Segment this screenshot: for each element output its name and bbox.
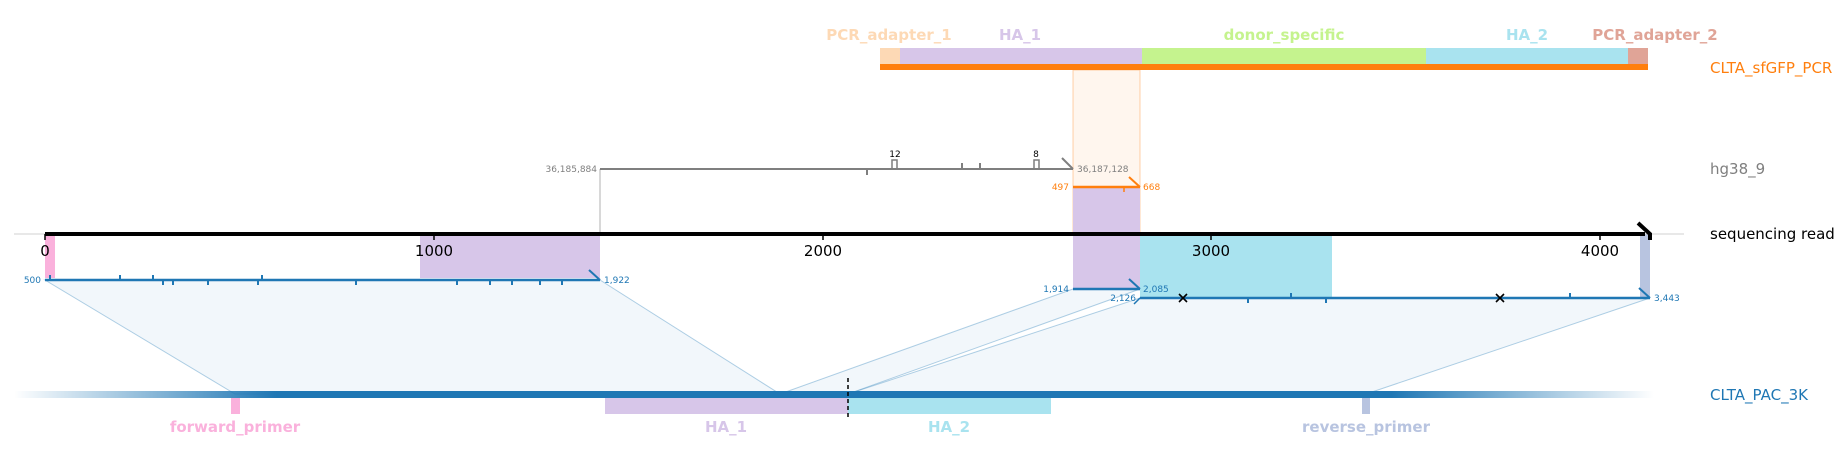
target-feature-ha-1 bbox=[605, 398, 848, 414]
target-track: forward_primer HA_1 HA_2 reverse_primer … bbox=[14, 378, 1809, 436]
read-axis-tick-label: 3000 bbox=[1192, 242, 1230, 260]
donor-bar bbox=[880, 64, 1648, 70]
genome-track: 12 8 36,185,884 36,187,128 hg38_9 bbox=[545, 150, 1765, 234]
donor-alignment-ha1-shade bbox=[1073, 188, 1140, 234]
target-track-label: CLTA_PAC_3K bbox=[1710, 386, 1809, 405]
target-alignment-2-end: 2,085 bbox=[1143, 285, 1169, 295]
target-alignment-end-hook bbox=[588, 269, 601, 281]
target-alignment-end-hook bbox=[1638, 287, 1651, 299]
target-deletion-marker bbox=[1495, 293, 1505, 303]
read-ha2-region bbox=[1140, 234, 1332, 298]
genome-track-label: hg38_9 bbox=[1710, 160, 1765, 179]
genome-insertion-marker bbox=[1033, 159, 1040, 169]
target-label-reverse-primer: reverse_primer bbox=[1302, 418, 1431, 436]
target-alignment-1-start: 500 bbox=[24, 276, 41, 286]
target-alignment-start-hook bbox=[1133, 297, 1141, 305]
read-track-label: sequencing read bbox=[1710, 225, 1835, 243]
target-feature-forward-primer bbox=[231, 398, 240, 414]
donor-feature-ha-2 bbox=[1426, 48, 1628, 64]
target-alignment-3-start: 2,126 bbox=[1110, 294, 1136, 304]
target-label-ha-1: HA_1 bbox=[705, 418, 747, 436]
donor-alignment-start: 497 bbox=[1052, 183, 1069, 193]
target-deletion-marker bbox=[1178, 293, 1188, 303]
read-axis-tick-label: 0 bbox=[40, 242, 50, 260]
target-alignment-2-start: 1,914 bbox=[1043, 285, 1069, 295]
target-alignment-end-hook bbox=[1128, 278, 1141, 290]
donor-feature-ha-1 bbox=[900, 48, 1142, 64]
donor-feature-pcr-adapter-1 bbox=[880, 48, 900, 64]
read-end-arrow bbox=[1636, 221, 1652, 240]
target-feature-ha-2 bbox=[848, 398, 1051, 414]
donor-label-pcr-adapter-2: PCR_adapter_2 bbox=[1592, 26, 1717, 44]
genome-start-coord: 36,185,884 bbox=[545, 165, 597, 175]
genome-end-coord: 36,187,128 bbox=[1077, 165, 1129, 175]
genome-insertion-marker bbox=[891, 159, 898, 169]
donor-label-pcr-adapter-1: PCR_adapter_1 bbox=[826, 26, 951, 44]
donor-track-label: CLTA_sfGFP_PCR bbox=[1710, 59, 1832, 78]
donor-feature-donor-specific bbox=[1142, 48, 1426, 64]
donor-feature-pcr-adapter-2 bbox=[1628, 48, 1648, 64]
genome-insertion-count: 8 bbox=[1033, 150, 1039, 160]
read-axis-tick-label: 1000 bbox=[415, 242, 453, 260]
target-feature-reverse-primer bbox=[1362, 398, 1370, 414]
target-alignment-1: 500 1,922 bbox=[24, 269, 630, 286]
genome-alignment-end-hook bbox=[1061, 157, 1074, 170]
donor-alignment: 497 668 bbox=[1052, 176, 1160, 234]
genome-insertion-count: 12 bbox=[889, 150, 900, 160]
donor-alignment-end: 668 bbox=[1143, 183, 1160, 193]
target-alignment-3-end: 3,443 bbox=[1654, 294, 1680, 304]
donor-label-ha-1: HA_1 bbox=[999, 26, 1041, 44]
read-axis-tick-label: 2000 bbox=[804, 242, 842, 260]
target-label-forward-primer: forward_primer bbox=[170, 418, 301, 436]
target-bar bbox=[14, 391, 1654, 398]
donor-alignment-end-hook bbox=[1128, 176, 1141, 188]
donor-track: PCR_adapter_1 HA_1 donor_specific HA_2 P… bbox=[826, 26, 1832, 78]
read-ha1-region-2 bbox=[1073, 234, 1140, 288]
donor-label-donor-specific: donor_specific bbox=[1224, 26, 1345, 44]
read-pink-region bbox=[45, 234, 55, 278]
read-track: 0 1000 2000 3000 4000 sequencing read bbox=[14, 221, 1835, 260]
read-axis-tick-label: 4000 bbox=[1581, 242, 1619, 260]
read-ha1-region bbox=[420, 234, 600, 278]
target-alignment-2: 1,914 2,085 bbox=[1043, 278, 1169, 295]
alignment-projection-1 bbox=[43, 279, 782, 395]
read-reverse-primer-region bbox=[1640, 234, 1650, 298]
donor-label-ha-2: HA_2 bbox=[1506, 26, 1548, 44]
target-alignment-3: 2,126 3,443 bbox=[1110, 287, 1680, 305]
target-alignment-1-end: 1,922 bbox=[604, 276, 630, 286]
target-label-ha-2: HA_2 bbox=[928, 418, 970, 436]
